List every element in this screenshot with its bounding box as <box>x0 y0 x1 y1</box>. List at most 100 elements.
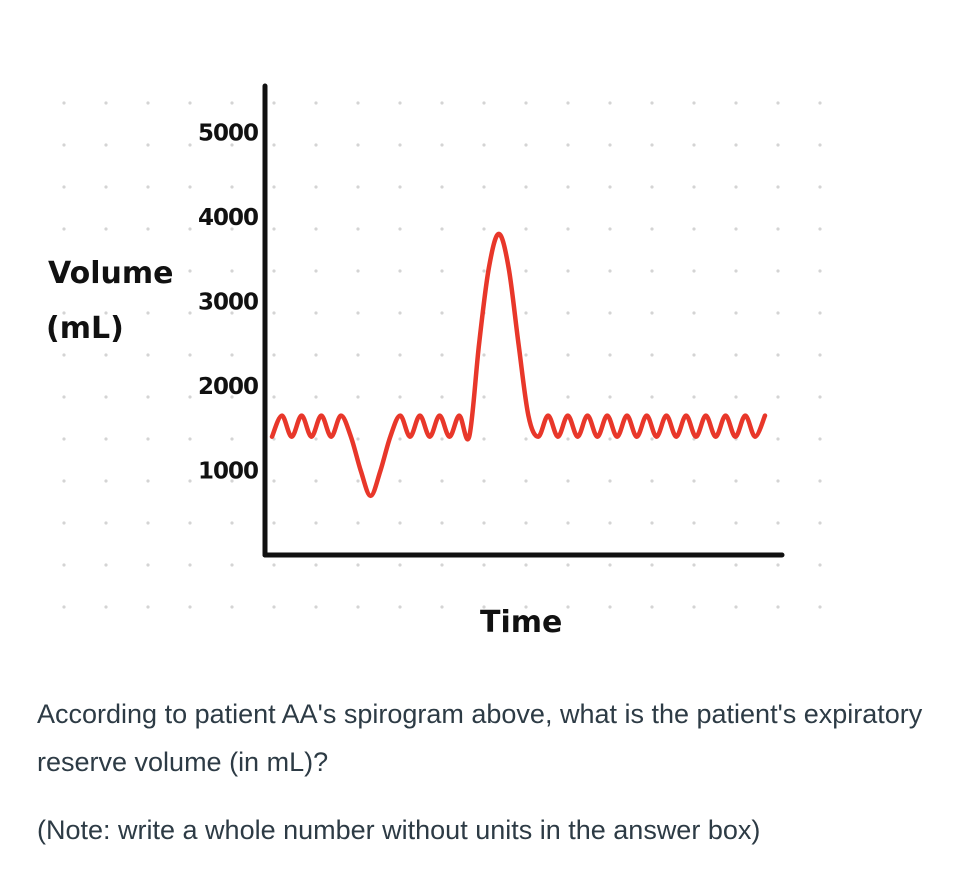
grid-dot <box>230 437 234 441</box>
grid-dot <box>482 395 486 399</box>
grid-dot <box>356 185 360 189</box>
grid-dot <box>230 479 234 483</box>
grid-dot <box>776 227 780 231</box>
grid-dot <box>776 269 780 273</box>
grid-dot <box>440 101 444 105</box>
grid-dot <box>482 101 486 105</box>
grid-dot <box>440 353 444 357</box>
grid-dot <box>524 227 528 231</box>
grid-dot <box>692 395 696 399</box>
grid-dot <box>356 353 360 357</box>
grid-dot <box>650 227 654 231</box>
y-tick-label: 2000 <box>198 374 258 400</box>
grid-dot <box>188 101 192 105</box>
grid-dot <box>482 227 486 231</box>
grid-dot <box>314 311 318 315</box>
grid-dot <box>356 143 360 147</box>
grid-dot <box>734 269 738 273</box>
grid-dot <box>314 521 318 525</box>
grid-dot <box>188 479 192 483</box>
y-tick-label: 4000 <box>198 205 258 231</box>
grid-dot <box>356 311 360 315</box>
grid-dot <box>104 101 108 105</box>
grid-dot <box>272 143 276 147</box>
grid-dot <box>482 185 486 189</box>
grid-dot <box>818 185 822 189</box>
question-note: (Note: write a whole number without unit… <box>37 815 761 845</box>
grid-dot <box>692 143 696 147</box>
grid-dot <box>608 605 612 609</box>
grid-dot <box>230 395 234 399</box>
grid-dot <box>776 521 780 525</box>
grid-dot <box>734 311 738 315</box>
grid-dot <box>818 269 822 273</box>
grid-dot <box>62 311 66 315</box>
grid-dot <box>692 479 696 483</box>
grid-dot <box>608 437 612 441</box>
grid-dot <box>440 437 444 441</box>
x-axis-title: Time <box>480 605 562 640</box>
grid-dot <box>272 479 276 483</box>
grid-dot <box>398 353 402 357</box>
grid-dot <box>692 353 696 357</box>
series-group <box>269 231 768 499</box>
grid-dot <box>566 563 570 567</box>
grid-dot <box>692 227 696 231</box>
grid-dot <box>734 353 738 357</box>
grid-dot <box>356 605 360 609</box>
grid-dot <box>776 563 780 567</box>
grid-dot <box>104 521 108 525</box>
grid-dot <box>230 311 234 315</box>
grid-dot <box>104 227 108 231</box>
grid-dot <box>482 353 486 357</box>
grid-dot <box>104 605 108 609</box>
grid-dot <box>566 395 570 399</box>
grid-dot <box>650 395 654 399</box>
y-tick-label: 5000 <box>198 121 258 147</box>
grid-dot <box>104 185 108 189</box>
grid-dot <box>692 605 696 609</box>
grid-dot <box>314 227 318 231</box>
grid-dot <box>146 605 150 609</box>
grid-dot <box>608 521 612 525</box>
y-tick-label: 1000 <box>198 459 258 485</box>
grid-dot <box>356 101 360 105</box>
grid-dot <box>818 605 822 609</box>
grid-dot <box>608 353 612 357</box>
question-text: According to patient AA's spirogram abov… <box>37 699 923 777</box>
grid-dot <box>650 521 654 525</box>
grid-dot <box>188 395 192 399</box>
grid-dot <box>104 395 108 399</box>
grid-dot <box>524 185 528 189</box>
grid-dot <box>398 395 402 399</box>
grid-dot <box>818 521 822 525</box>
grid-dot <box>146 395 150 399</box>
grid-dot <box>440 143 444 147</box>
grid-dot <box>776 185 780 189</box>
grid-dot <box>272 605 276 609</box>
grid-dot <box>524 563 528 567</box>
y-tick-labels: 1000 2000 3000 4000 5000 <box>198 121 259 485</box>
grid-dot <box>482 563 486 567</box>
grid-dot <box>566 437 570 441</box>
grid-dot <box>524 521 528 525</box>
grid-dot <box>734 605 738 609</box>
grid-dot <box>650 605 654 609</box>
grid-dot <box>104 437 108 441</box>
grid-dot <box>272 563 276 567</box>
grid-dot <box>62 269 66 273</box>
grid-dot <box>314 185 318 189</box>
grid-dot <box>818 227 822 231</box>
grid-dot <box>524 479 528 483</box>
grid-dot <box>608 185 612 189</box>
grid-dot <box>62 353 66 357</box>
grid-dot <box>146 185 150 189</box>
grid-dot <box>482 479 486 483</box>
grid-dot <box>734 185 738 189</box>
grid-dot <box>818 143 822 147</box>
grid-dot <box>692 101 696 105</box>
grid-dot <box>608 227 612 231</box>
grid-dot <box>818 437 822 441</box>
grid-dot <box>440 269 444 273</box>
grid-dot <box>650 269 654 273</box>
